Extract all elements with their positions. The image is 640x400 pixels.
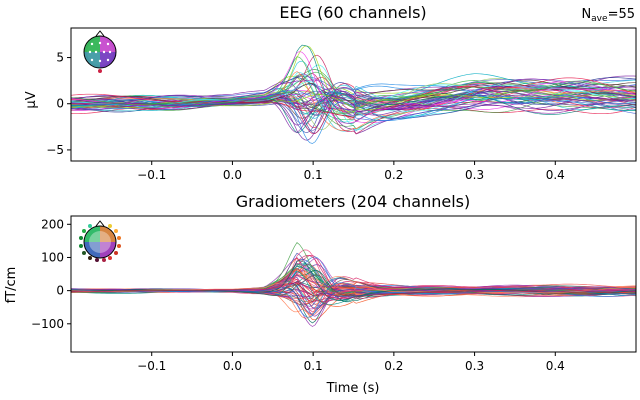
- x-tick-label: 0.3: [465, 168, 484, 182]
- x-tick-label: 0.0: [223, 359, 242, 373]
- channel-trace: [70, 82, 637, 114]
- grad-axes-frame: [70, 215, 637, 353]
- gradiometers-panel: Gradiometers (204 channels) −0.1 0.0 0.1 0.…: [4, 192, 637, 396]
- grad-y-ticks: −100 0 100 200: [31, 217, 71, 331]
- grad-ylabel: fT/cm: [4, 267, 19, 304]
- channel-trace: [70, 93, 637, 144]
- channel-trace: [70, 88, 637, 114]
- eeg-sensor-head-icon: [83, 30, 117, 73]
- x-tick-label: −0.1: [137, 168, 166, 182]
- channel-trace: [70, 83, 637, 131]
- channel-trace: [71, 276, 636, 302]
- eeg-x-ticks: −0.1 0.0 0.1 0.2 0.3 0.4: [137, 161, 565, 182]
- eeg-ylabel: µV: [24, 91, 39, 108]
- y-tick-label: 0: [56, 97, 64, 111]
- x-tick-label: 0.1: [304, 359, 323, 373]
- x-tick-label: 0.4: [546, 168, 565, 182]
- nave-n: N: [581, 7, 591, 22]
- channel-trace: [70, 274, 637, 298]
- eeg-axes-frame: [70, 27, 637, 162]
- x-tick-label: 0.3: [465, 359, 484, 373]
- nave-subscript: ave: [591, 14, 608, 24]
- grad-title: Gradiometers (204 channels): [236, 192, 470, 211]
- eeg-y-ticks: −5 0 5: [46, 51, 71, 157]
- nave-label: Nave=55: [581, 7, 635, 24]
- x-tick-label: 0.1: [304, 168, 323, 182]
- nave-value: =55: [608, 7, 635, 22]
- channel-trace: [70, 88, 637, 119]
- y-tick-label: 5: [56, 51, 64, 65]
- x-tick-label: 0.2: [384, 168, 403, 182]
- x-tick-label: −0.1: [137, 359, 166, 373]
- channel-trace: [71, 71, 637, 131]
- grad-traces: [70, 241, 637, 327]
- eeg-title: EEG (60 channels): [279, 3, 426, 22]
- grad-sensor-head-icon: [79, 220, 121, 262]
- channel-trace: [70, 77, 637, 118]
- channel-trace: [70, 51, 637, 124]
- eeg-traces: [70, 44, 637, 144]
- channel-trace: [70, 85, 637, 126]
- y-tick-label: 0: [56, 284, 64, 298]
- channel-trace: [71, 275, 637, 295]
- channel-trace: [71, 87, 637, 141]
- y-tick-label: −100: [31, 317, 64, 331]
- x-tick-label: 0.4: [546, 359, 565, 373]
- x-tick-label: 0.0: [223, 168, 242, 182]
- x-tick-label: 0.2: [384, 359, 403, 373]
- y-tick-label: 200: [41, 217, 64, 231]
- grad-xlabel: Time (s): [326, 381, 380, 396]
- eeg-panel: EEG (60 channels) Nave=55 −0.1 0.0 0.1 0.2 0…: [24, 3, 637, 182]
- y-tick-label: −5: [46, 143, 64, 157]
- y-tick-label: 100: [41, 250, 64, 264]
- grad-x-ticks: −0.1 0.0 0.1 0.2 0.3 0.4: [137, 352, 565, 373]
